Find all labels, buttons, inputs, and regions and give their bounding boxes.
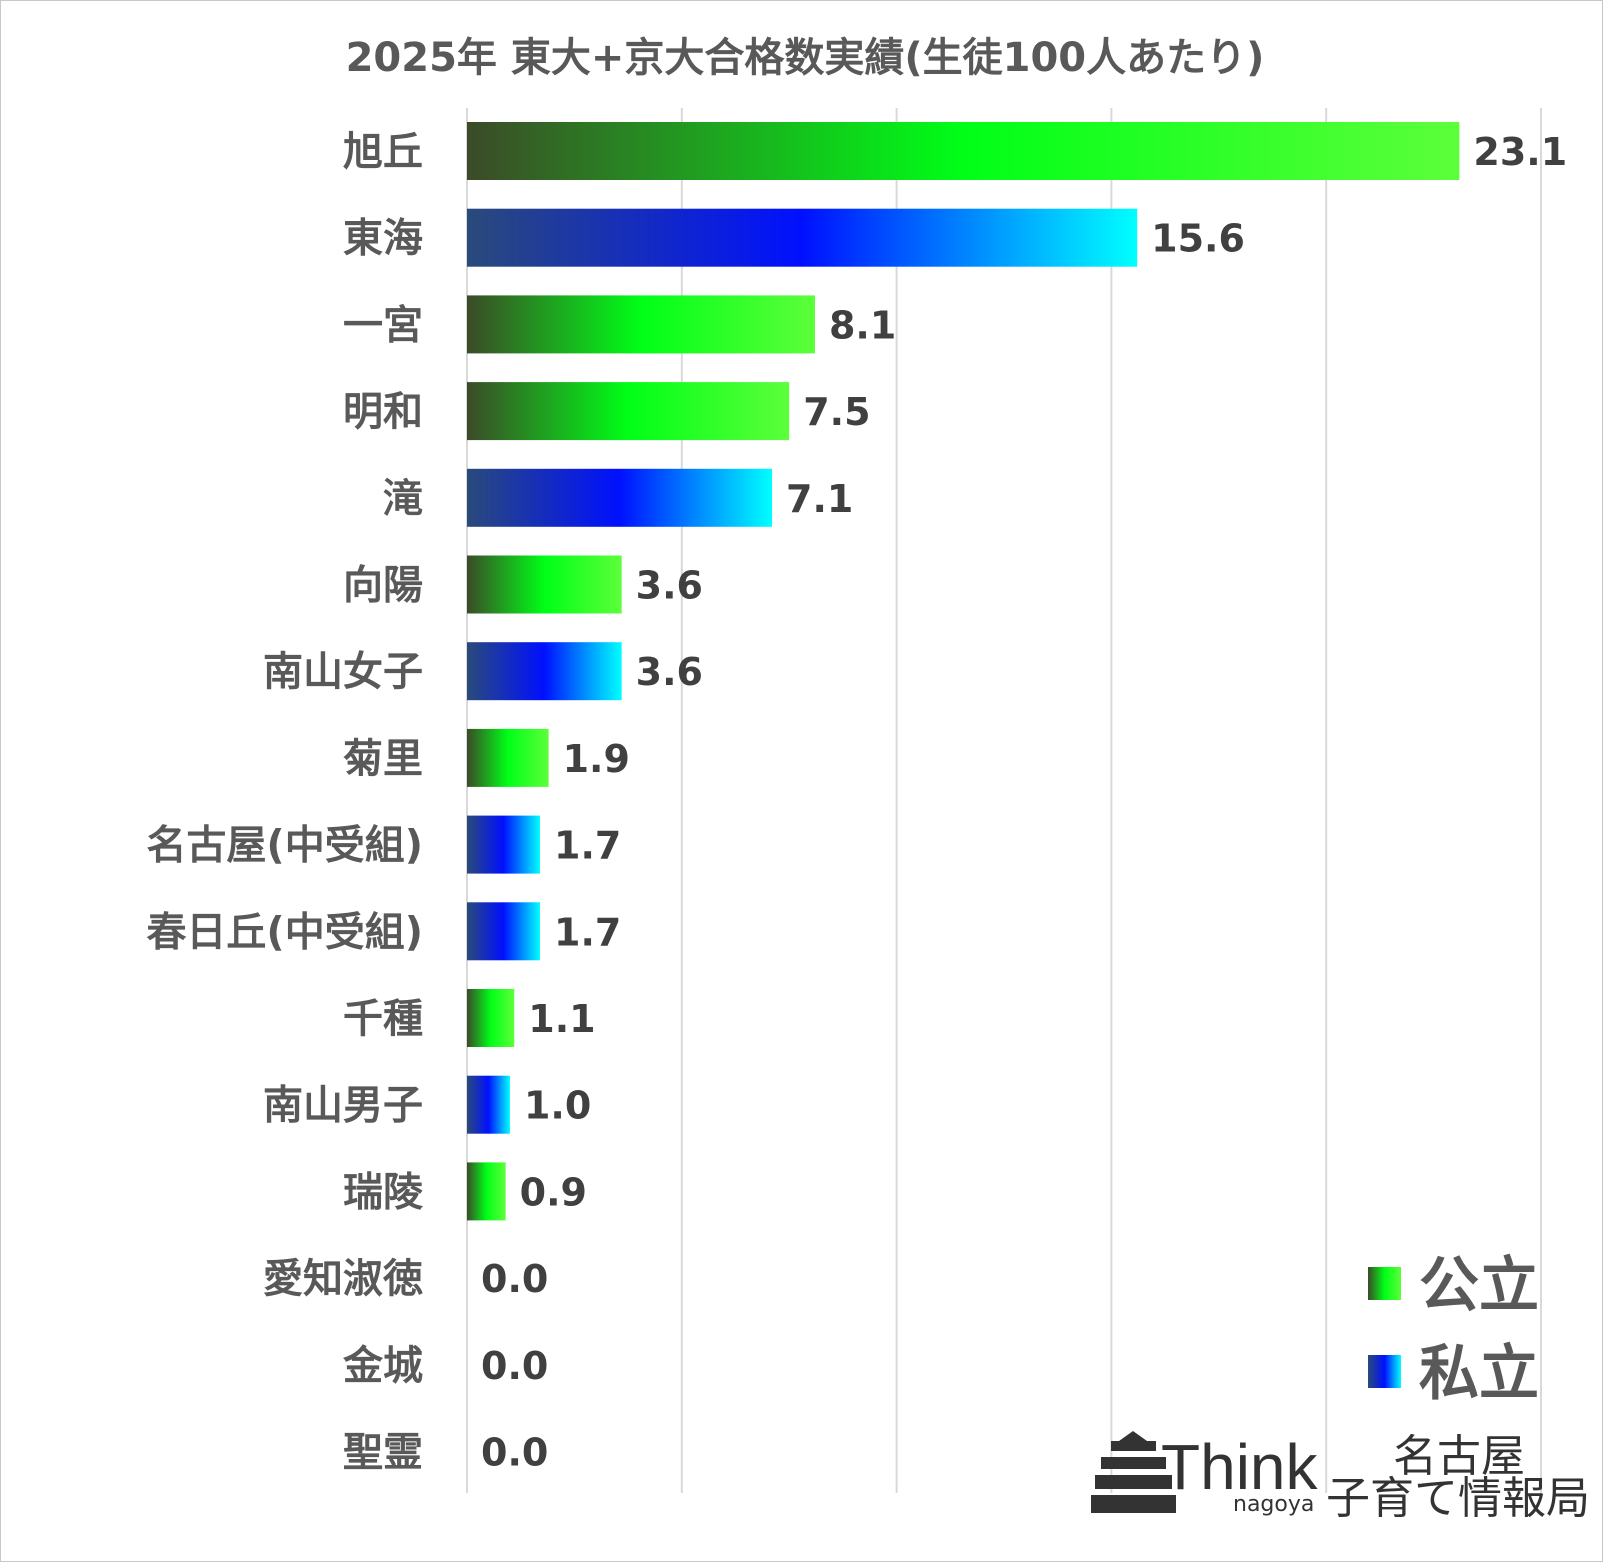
value-label: 0.9 bbox=[520, 1170, 587, 1214]
logo-line1: 名古屋 bbox=[1393, 1431, 1525, 1482]
category-label: 向陽 bbox=[343, 563, 423, 609]
bar-public bbox=[467, 295, 815, 354]
legend-label-private: 私立 bbox=[1419, 1339, 1539, 1409]
value-label: 0.0 bbox=[481, 1431, 548, 1475]
category-label: 滝 bbox=[383, 476, 423, 522]
logo-line2: 子育て情報局 bbox=[1326, 1473, 1590, 1524]
value-label: 1.0 bbox=[524, 1084, 591, 1128]
value-label: 0.0 bbox=[481, 1257, 548, 1301]
bar-public bbox=[467, 989, 515, 1047]
category-label: 菊里 bbox=[343, 736, 423, 782]
logo-brand: Think bbox=[1161, 1431, 1319, 1503]
value-label: 1.7 bbox=[554, 824, 621, 868]
value-label: 8.1 bbox=[829, 303, 896, 347]
value-label: 1.7 bbox=[554, 910, 621, 954]
site-logo: Think nagoya 名古屋 子育て情報局 bbox=[1091, 1431, 1590, 1524]
value-label: 7.1 bbox=[786, 477, 853, 521]
bar-private bbox=[467, 208, 1138, 267]
bar-public bbox=[467, 555, 622, 614]
category-label: 一宮 bbox=[343, 302, 423, 348]
category-label: 東海 bbox=[343, 216, 423, 262]
category-label: 聖霊 bbox=[343, 1430, 423, 1476]
category-label: 南山男子 bbox=[263, 1083, 423, 1129]
value-label: 3.6 bbox=[636, 650, 703, 694]
bar-public bbox=[467, 382, 790, 441]
category-label: 愛知淑徳 bbox=[263, 1256, 423, 1302]
value-label: 0.0 bbox=[481, 1344, 548, 1388]
category-label: 千種 bbox=[343, 996, 423, 1042]
bar-private bbox=[467, 815, 541, 874]
chart-title: 2025年 東大+京大合格数実績(生徒100人あたり) bbox=[346, 35, 1265, 81]
value-label: 3.6 bbox=[636, 564, 703, 608]
category-label: 南山女子 bbox=[263, 649, 423, 695]
category-label: 明和 bbox=[343, 389, 423, 435]
bar-public bbox=[467, 122, 1460, 180]
value-label: 15.6 bbox=[1151, 217, 1245, 261]
legend: 公立 私立 bbox=[1368, 1251, 1539, 1409]
legend-swatch-private bbox=[1368, 1355, 1401, 1388]
value-label: 7.5 bbox=[803, 390, 870, 434]
category-label: 瑞陵 bbox=[343, 1169, 423, 1215]
category-label: 名古屋(中受組) bbox=[146, 823, 423, 869]
logo-sub: nagoya bbox=[1233, 1492, 1314, 1517]
category-label: 旭丘 bbox=[343, 129, 423, 175]
category-label: 金城 bbox=[342, 1343, 423, 1389]
bar-private bbox=[467, 468, 773, 527]
bar-public bbox=[467, 728, 549, 787]
legend-swatch-public bbox=[1368, 1267, 1401, 1300]
value-label: 23.1 bbox=[1473, 130, 1567, 174]
value-label: 1.1 bbox=[528, 997, 595, 1041]
value-labels: 23.115.68.17.57.13.63.61.91.71.71.11.00.… bbox=[481, 130, 1567, 1475]
legend-label-public: 公立 bbox=[1419, 1251, 1539, 1321]
bar-private bbox=[467, 902, 541, 961]
value-label: 1.9 bbox=[563, 737, 630, 781]
bar-public bbox=[467, 1162, 506, 1221]
category-label: 春日丘(中受組) bbox=[146, 909, 423, 955]
bar-private bbox=[467, 642, 622, 701]
bars bbox=[467, 122, 1460, 1221]
bar-private bbox=[467, 1075, 510, 1134]
castle-icon bbox=[1091, 1431, 1176, 1513]
